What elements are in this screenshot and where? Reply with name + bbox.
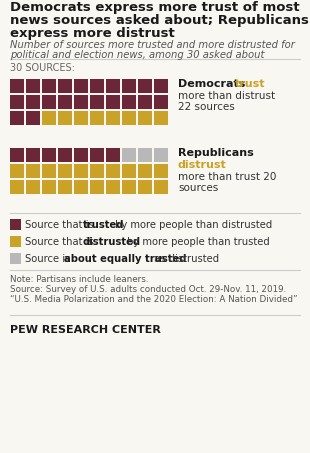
Text: about equally trusted: about equally trusted: [64, 254, 186, 264]
Bar: [138, 164, 152, 178]
Bar: [26, 148, 40, 162]
Bar: [10, 219, 21, 230]
Bar: [74, 148, 88, 162]
Bar: [90, 95, 104, 109]
Text: Number of sources more trusted and more distrusted for: Number of sources more trusted and more …: [10, 40, 295, 50]
Text: Source that is: Source that is: [25, 220, 97, 230]
Bar: [58, 95, 72, 109]
Text: by more people than trusted: by more people than trusted: [124, 237, 270, 247]
Bar: [10, 253, 21, 264]
Text: by more people than distrusted: by more people than distrusted: [112, 220, 272, 230]
Bar: [42, 95, 56, 109]
Text: 22 sources: 22 sources: [178, 102, 235, 112]
Bar: [42, 111, 56, 125]
Bar: [138, 111, 152, 125]
Text: distrusted: distrusted: [83, 237, 141, 247]
Bar: [122, 95, 136, 109]
Bar: [106, 164, 120, 178]
Text: distrust: distrust: [178, 160, 227, 170]
Bar: [106, 180, 120, 194]
Text: PEW RESEARCH CENTER: PEW RESEARCH CENTER: [10, 325, 161, 335]
Text: Source: Survey of U.S. adults conducted Oct. 29-Nov. 11, 2019.: Source: Survey of U.S. adults conducted …: [10, 285, 286, 294]
Bar: [154, 148, 168, 162]
Bar: [122, 79, 136, 93]
Bar: [58, 148, 72, 162]
Bar: [42, 79, 56, 93]
Text: more than trust 20: more than trust 20: [178, 172, 277, 182]
Bar: [10, 180, 24, 194]
Text: Democrats express more trust of most: Democrats express more trust of most: [10, 1, 300, 14]
Text: Republicans: Republicans: [178, 148, 258, 158]
Bar: [10, 236, 21, 247]
Bar: [58, 180, 72, 194]
Bar: [106, 148, 120, 162]
Text: Source that is: Source that is: [25, 237, 97, 247]
Bar: [106, 79, 120, 93]
Bar: [90, 148, 104, 162]
Bar: [122, 164, 136, 178]
Bar: [74, 111, 88, 125]
Text: sources: sources: [178, 183, 218, 193]
Bar: [10, 95, 24, 109]
Bar: [90, 79, 104, 93]
Bar: [90, 111, 104, 125]
Text: express more distrust: express more distrust: [10, 27, 175, 40]
Bar: [90, 180, 104, 194]
Bar: [26, 95, 40, 109]
Bar: [10, 79, 24, 93]
Text: as distrusted: as distrusted: [151, 254, 219, 264]
Bar: [42, 180, 56, 194]
Text: Note: Partisans include leaners.: Note: Partisans include leaners.: [10, 275, 148, 284]
Bar: [26, 164, 40, 178]
Bar: [154, 95, 168, 109]
Bar: [42, 164, 56, 178]
Bar: [90, 164, 104, 178]
Bar: [138, 79, 152, 93]
Text: 30 SOURCES:: 30 SOURCES:: [10, 63, 75, 73]
Bar: [138, 95, 152, 109]
Bar: [58, 111, 72, 125]
Bar: [74, 180, 88, 194]
Text: Source is: Source is: [25, 254, 73, 264]
Bar: [74, 95, 88, 109]
Bar: [154, 111, 168, 125]
Bar: [106, 111, 120, 125]
Text: Democrats: Democrats: [178, 79, 249, 89]
Text: news sources asked about; Republicans: news sources asked about; Republicans: [10, 14, 309, 27]
Bar: [122, 148, 136, 162]
Bar: [122, 111, 136, 125]
Bar: [122, 180, 136, 194]
Bar: [26, 180, 40, 194]
Bar: [10, 148, 24, 162]
Text: political and election news, among 30 asked about: political and election news, among 30 as…: [10, 50, 264, 60]
Bar: [138, 148, 152, 162]
Bar: [154, 164, 168, 178]
Bar: [74, 79, 88, 93]
Bar: [138, 180, 152, 194]
Bar: [74, 164, 88, 178]
Text: trusted: trusted: [83, 220, 124, 230]
Bar: [58, 79, 72, 93]
Text: more than distrust: more than distrust: [178, 91, 275, 101]
Bar: [154, 79, 168, 93]
Bar: [42, 148, 56, 162]
Bar: [154, 180, 168, 194]
Bar: [10, 164, 24, 178]
Text: “U.S. Media Polarization and the 2020 Election: A Nation Divided”: “U.S. Media Polarization and the 2020 El…: [10, 295, 298, 304]
Bar: [26, 111, 40, 125]
Bar: [106, 95, 120, 109]
Bar: [26, 79, 40, 93]
Bar: [58, 164, 72, 178]
Text: trust: trust: [235, 79, 265, 89]
Bar: [10, 111, 24, 125]
